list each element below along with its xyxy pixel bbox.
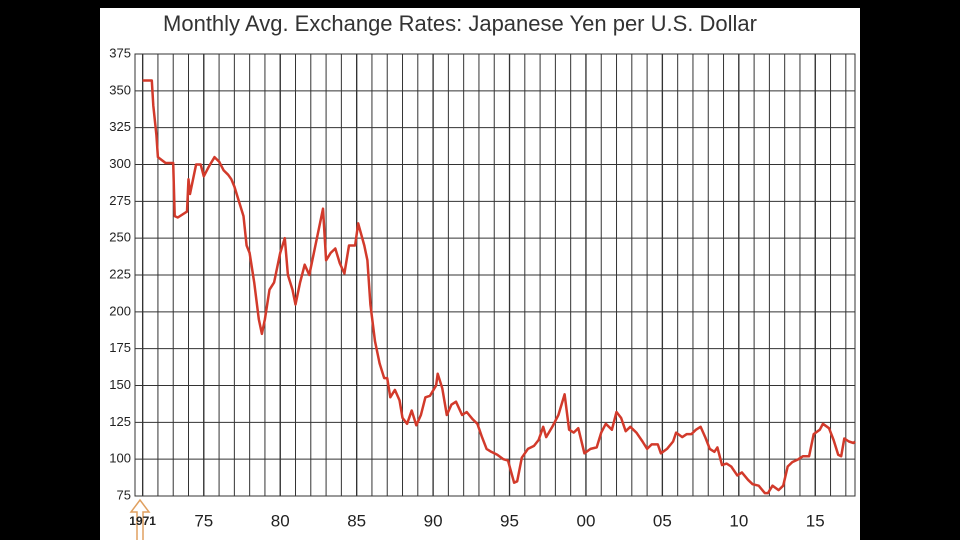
y-tick-label: 300 xyxy=(109,156,131,171)
x-tick-label: 85 xyxy=(347,511,366,530)
x-tick-label: 10 xyxy=(729,511,748,530)
x-tick-label: 75 xyxy=(194,511,213,530)
chart-background xyxy=(100,8,860,540)
x-tick-label: 95 xyxy=(500,511,519,530)
y-tick-label: 200 xyxy=(109,303,131,318)
chart-title: Monthly Avg. Exchange Rates: Japanese Ye… xyxy=(163,11,757,36)
x-tick-label: 05 xyxy=(653,511,672,530)
year-arrow xyxy=(129,498,151,540)
x-tick-label: 15 xyxy=(806,511,825,530)
y-tick-label: 175 xyxy=(109,340,131,355)
y-tick-label: 375 xyxy=(109,45,131,60)
x-tick-label: 90 xyxy=(424,511,443,530)
y-tick-label: 150 xyxy=(109,377,131,392)
x-tick-label: 80 xyxy=(271,511,290,530)
y-tick-label: 100 xyxy=(109,451,131,466)
y-tick-label: 225 xyxy=(109,266,131,281)
y-tick-label: 125 xyxy=(109,414,131,429)
y-tick-label: 325 xyxy=(109,119,131,134)
plot-border xyxy=(134,53,856,497)
y-tick-label: 275 xyxy=(109,193,131,208)
y-tick-label: 350 xyxy=(109,82,131,97)
y-tick-label: 75 xyxy=(117,487,131,502)
y-tick-label: 250 xyxy=(109,230,131,245)
x-tick-label: 1971 xyxy=(129,514,156,528)
x-tick-label: 00 xyxy=(576,511,595,530)
rate-line xyxy=(142,79,856,495)
